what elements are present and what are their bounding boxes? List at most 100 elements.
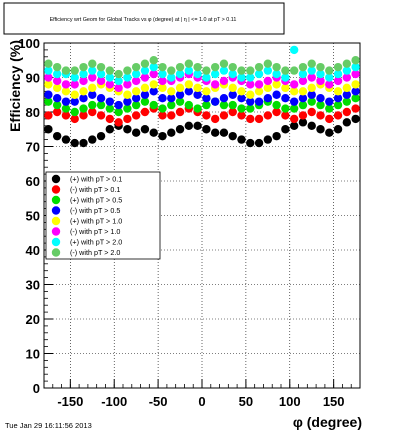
legend-label: (+) with pT > 1.0 [70,217,122,226]
data-point [272,62,281,72]
data-point [158,131,167,141]
data-point [105,80,115,89]
legend-marker [51,237,61,247]
legend-label: (-) with pT > 0.5 [70,206,120,215]
data-point [202,125,211,134]
y-axis-label: Efficiency (%) [7,40,23,132]
data-point [272,69,281,79]
data-point [88,90,97,99]
data-point [333,94,343,103]
data-point [228,62,237,72]
data-point [307,97,316,106]
x-axis-label: φ (degree) [293,414,362,430]
data-point [298,118,308,127]
data-point [325,104,334,113]
data-point [114,100,123,110]
data-point [123,66,132,75]
data-point [184,100,194,110]
data-point [158,111,167,120]
data-point [44,97,53,106]
legend-label: (-) with pT > 2.0 [70,248,120,257]
legend: (+) with pT > 0.1(-) with pT > 0.1 (+) wi… [51,175,122,257]
data-point [149,69,158,79]
data-point [123,125,132,134]
data-point [167,94,176,103]
data-point [202,94,211,103]
data-point [254,80,264,89]
data-point [298,62,308,72]
x-tick-label: -150 [57,394,83,409]
data-point [158,94,167,103]
data-point [246,73,255,82]
data-point [237,87,246,96]
data-point [325,80,334,89]
data-point [140,73,150,82]
data-point [158,69,167,79]
data-point [114,118,123,127]
data-point [272,90,281,99]
data-point [237,94,246,103]
y-tick-label: 10 [26,347,40,362]
data-point [237,111,246,120]
data-point [342,73,352,82]
data-point [96,131,106,141]
data-point [228,90,237,99]
data-point [254,87,264,96]
data-point [333,76,343,86]
data-point [193,83,202,93]
data-point [254,97,264,106]
data-point [228,83,237,93]
y-tick-label: 80 [26,105,40,120]
data-point [281,111,290,120]
data-point [193,90,202,99]
data-point [149,128,158,137]
data-point [52,107,62,117]
data-point [52,100,62,110]
data-point [333,111,343,120]
data-point [167,66,176,75]
data-point [289,114,299,124]
data-point [289,87,299,96]
data-point [298,111,308,120]
data-point [96,69,106,79]
data-point [52,69,62,79]
data-point [61,97,71,106]
data-point [202,66,211,75]
data-point [149,56,158,65]
data-point [298,76,308,86]
data-point [79,94,88,103]
data-point [193,104,202,113]
data-point [307,121,316,130]
y-tick-label: 50 [26,209,40,224]
data-point [88,73,97,82]
data-point [289,97,299,106]
data-point [246,138,255,148]
data-point [175,125,185,134]
data-point [351,94,360,103]
data-point [263,83,273,93]
data-point [44,90,53,99]
data-point [70,107,79,117]
data-point [298,87,308,96]
data-point [70,90,79,99]
data-point [342,97,352,106]
data-point [351,80,360,89]
data-point [342,59,352,68]
data-point [114,107,123,117]
data-point [61,80,71,89]
data-point [123,90,132,99]
data-point [96,94,106,103]
data-point [88,100,97,110]
data-point [158,76,167,86]
data-point [88,83,97,93]
data-point [263,76,273,86]
data-point [123,114,132,124]
data-point [351,69,360,79]
data-point [219,76,229,86]
data-point [184,87,194,96]
data-point [254,114,264,124]
data-point [342,90,352,99]
data-point [237,104,246,113]
data-point [123,73,132,82]
